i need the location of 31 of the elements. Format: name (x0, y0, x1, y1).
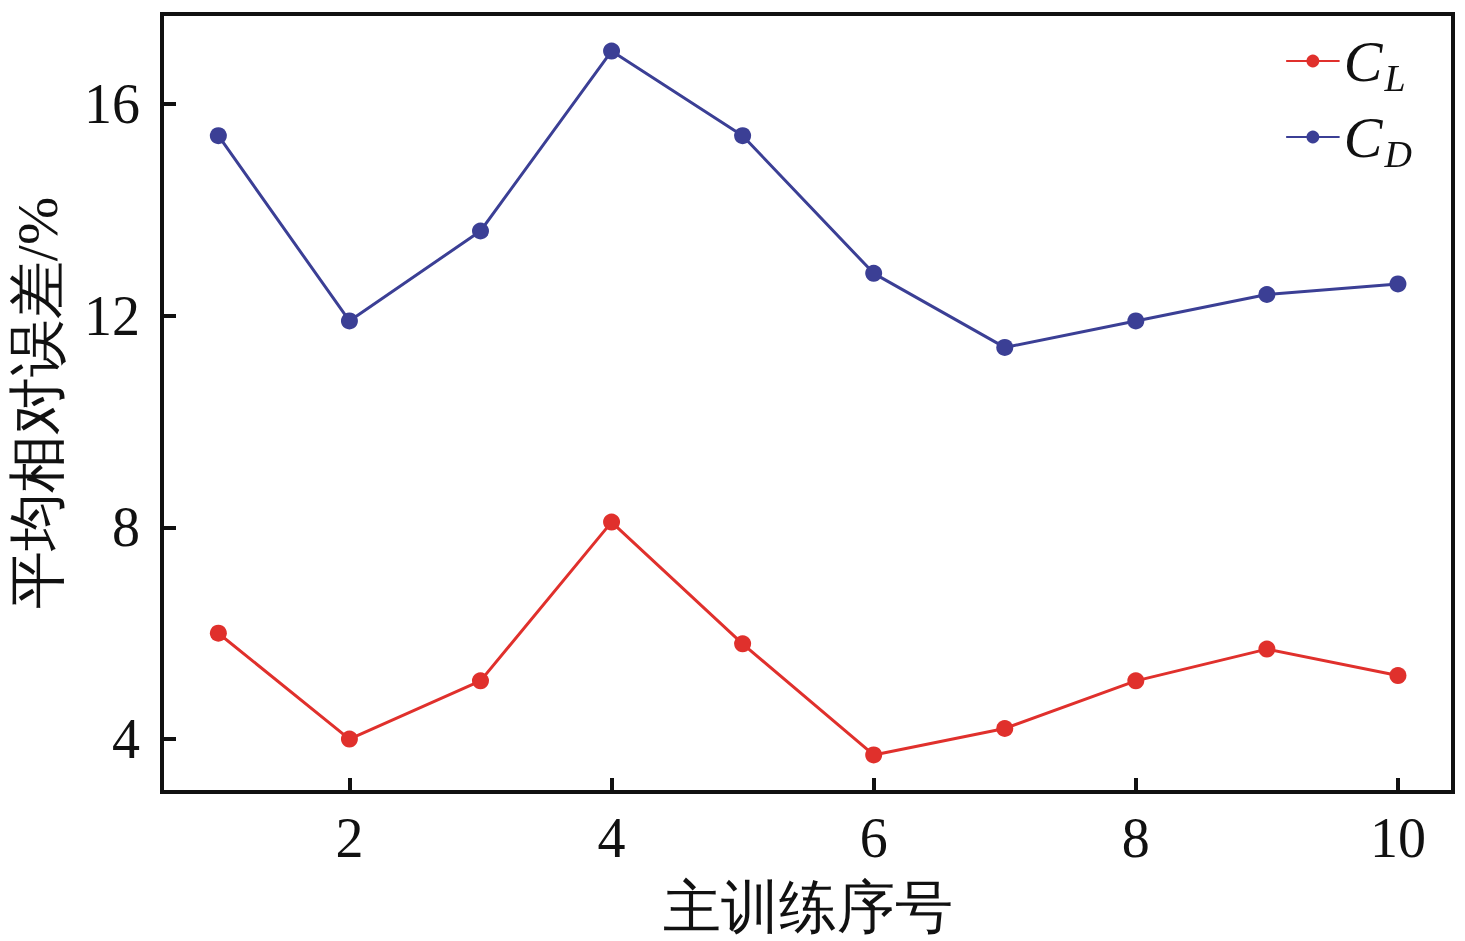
x-tick-label: 8 (1121, 807, 1150, 869)
y-tick-label: 8 (112, 496, 140, 559)
point (1389, 275, 1407, 293)
point (1127, 312, 1145, 330)
y-axis-title: 平均相对误差/% (4, 196, 70, 610)
point (209, 624, 227, 642)
point (1127, 672, 1145, 690)
point (340, 730, 358, 748)
point (734, 127, 752, 145)
point (865, 264, 883, 282)
x-tick-label: 10 (1369, 807, 1426, 869)
point (340, 312, 358, 330)
point (603, 513, 621, 531)
point (1258, 640, 1276, 658)
point (472, 222, 489, 240)
x-axis-title: 主训练序号 (662, 874, 953, 940)
point (734, 635, 752, 653)
x-tick-label: 4 (597, 807, 626, 869)
y-tick-label: 16 (84, 72, 140, 135)
point (1389, 667, 1407, 685)
point (1258, 286, 1276, 303)
point (209, 127, 227, 145)
point (996, 338, 1014, 356)
point (865, 746, 883, 764)
point (472, 672, 489, 690)
y-tick-label: 4 (112, 708, 140, 771)
x-tick-label: 2 (335, 807, 364, 869)
x-tick-label: 6 (859, 807, 888, 869)
y-tick-label: 12 (84, 284, 140, 347)
point (603, 42, 621, 60)
point (996, 719, 1014, 737)
